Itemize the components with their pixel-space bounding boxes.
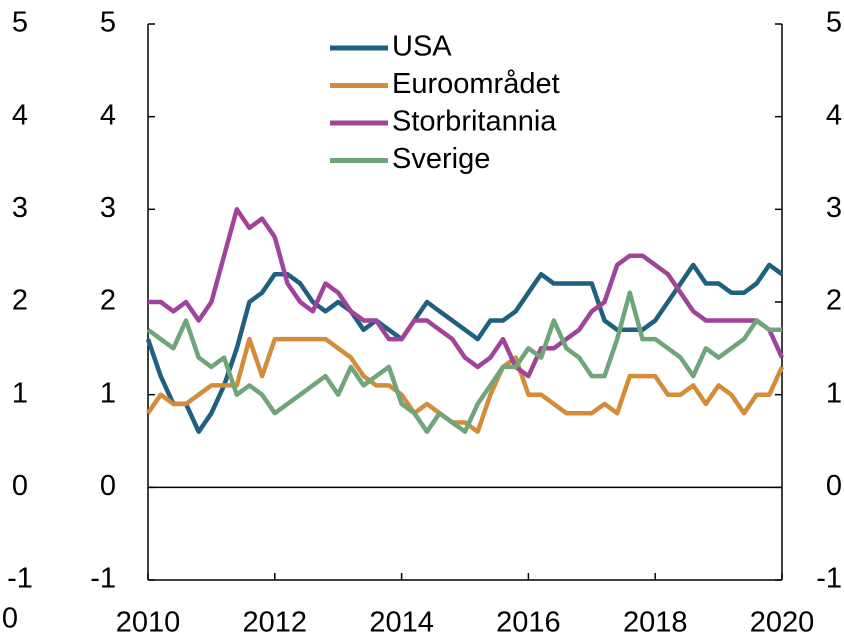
y2-tick-label: -1: [816, 563, 842, 595]
y-tick-label: 4: [100, 99, 116, 131]
y2-tick-label: 5: [826, 7, 842, 39]
corner-label: 0: [2, 603, 18, 635]
legend-label: USA: [392, 31, 452, 63]
x-tick-label: 2020: [750, 607, 815, 639]
y-tick-label-outer: 4: [12, 99, 28, 131]
x-tick-label: 2012: [243, 607, 308, 639]
y-tick-label: -1: [90, 563, 116, 595]
x-tick-label: 2010: [116, 607, 181, 639]
x-tick-label: 2018: [623, 607, 688, 639]
y-tick-label: 3: [100, 192, 116, 224]
y-tick-label: 5: [100, 7, 116, 39]
series-line: [148, 207, 785, 379]
y2-tick-label: 2: [826, 285, 842, 317]
y-tick-label: 1: [100, 377, 116, 409]
y-tick-label-outer: -1: [7, 563, 33, 595]
y2-tick-label: 4: [826, 99, 842, 131]
x-tick-label: 2016: [496, 607, 561, 639]
y-tick-label-outer: 5: [12, 7, 28, 39]
series-line: [146, 290, 782, 434]
y-tick-label-outer: 0: [12, 470, 28, 502]
y-tick-label: 2: [100, 285, 116, 317]
y-tick-label-outer: 2: [12, 285, 28, 317]
series-line: [146, 336, 785, 434]
y2-tick-label: 1: [826, 377, 842, 409]
y2-tick-label: 0: [826, 470, 842, 502]
legend-label: Sverige: [392, 143, 490, 175]
y-tick-label: 0: [100, 470, 116, 502]
legend-label: Storbritannia: [392, 106, 557, 138]
legend-label: Euroområdet: [392, 68, 560, 100]
y-tick-label-outer: 3: [12, 192, 28, 224]
series-line: [145, 262, 784, 434]
x-tick-label: 2014: [369, 607, 434, 639]
y-tick-label-outer: 1: [12, 377, 28, 409]
y2-tick-label: 3: [826, 192, 842, 224]
